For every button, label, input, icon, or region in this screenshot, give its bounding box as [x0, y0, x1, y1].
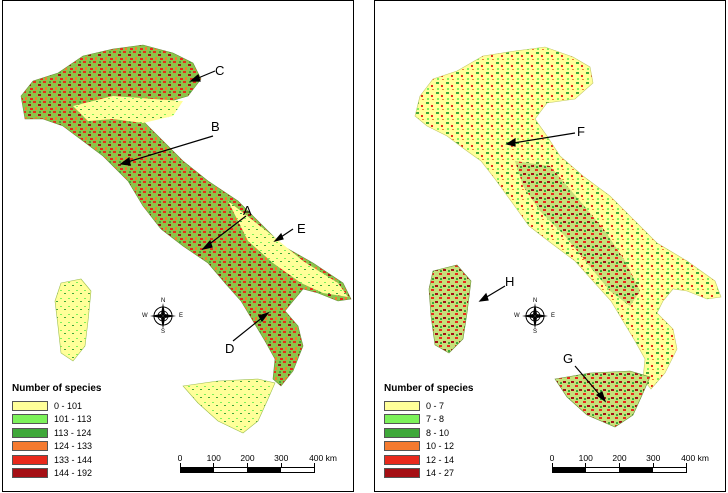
legend-label: 12 - 14	[426, 454, 455, 465]
apennine-hotspots	[515, 161, 640, 306]
legend-row: 10 - 12	[384, 440, 473, 454]
adriatic-coast	[228, 201, 348, 297]
scale-bar-right: 0 100 200 300 400 km	[547, 453, 717, 483]
scale-bar-left: 0 100 200 300 400 km	[175, 453, 345, 483]
legend-swatch	[384, 414, 420, 425]
legend-swatch	[12, 454, 48, 465]
legend-left: Number of species 0 - 101 101 - 113 113 …	[12, 383, 101, 480]
legend-swatch	[12, 414, 48, 425]
map-panel-right: F H G N S E W Number of species 0 - 7 7 …	[374, 0, 726, 492]
compass-s: S	[161, 329, 166, 335]
scale-tick-label: 0	[177, 453, 183, 463]
legend-swatch	[12, 427, 48, 438]
label-h: H	[505, 274, 515, 289]
legend-row: 14 - 27	[384, 467, 473, 481]
label-c: C	[215, 63, 225, 78]
scale-tick-label: 200	[240, 453, 255, 463]
compass-s: S	[533, 329, 538, 335]
mainland-italy	[20, 44, 352, 387]
legend-swatch	[384, 441, 420, 452]
legend-row: 144 - 192	[12, 467, 101, 481]
legend-label: 14 - 27	[426, 468, 455, 479]
legend-row: 0 - 101	[12, 399, 101, 413]
sardinia	[54, 278, 92, 362]
label-a: A	[243, 203, 252, 218]
scale-tick-label: 100	[206, 453, 221, 463]
legend-label: 10 - 12	[426, 441, 455, 452]
legend-row: 8 - 10	[384, 426, 473, 440]
legend-title: Number of species	[384, 383, 474, 394]
legend-swatch	[384, 400, 420, 411]
scale-tick-label: 300	[646, 453, 661, 463]
scale-tick-label: 0	[549, 453, 555, 463]
legend-row: 7 - 8	[384, 413, 473, 427]
legend-title: Number of species	[12, 383, 102, 394]
compass-e: E	[179, 313, 184, 319]
label-e: E	[297, 221, 306, 236]
italy-species-map-right	[414, 46, 722, 428]
label-f: F	[577, 124, 585, 139]
legend-row: 133 - 144	[12, 453, 101, 467]
scale-tick-label: 200	[612, 453, 627, 463]
legend-swatch	[384, 427, 420, 438]
legend-label: 113 - 124	[54, 427, 92, 438]
scale-tick-label: 100	[578, 453, 593, 463]
legend-right: Number of species 0 - 7 7 - 8 8 - 10 10 …	[384, 383, 473, 480]
scale-tick-label: 300	[274, 453, 289, 463]
scale-bar-graphic	[552, 467, 687, 473]
compass-rose-icon	[150, 303, 176, 329]
label-g: G	[563, 351, 574, 366]
label-d: D	[225, 341, 235, 356]
legend-row: 124 - 133	[12, 440, 101, 454]
italy-species-map-left	[20, 44, 352, 434]
legend-row: 12 - 14	[384, 453, 473, 467]
sardinia	[428, 264, 472, 354]
label-b: B	[211, 119, 220, 134]
legend-label: 133 - 144	[54, 454, 93, 465]
po-valley	[73, 96, 183, 123]
compass-rose-icon	[522, 303, 548, 329]
compass-e: E	[551, 313, 556, 319]
compass-n: N	[161, 298, 166, 304]
legend-swatch	[12, 400, 48, 411]
legend-row: 101 - 113	[12, 413, 101, 427]
compass-n: N	[533, 298, 538, 304]
legend-swatch	[12, 441, 48, 452]
compass-w: W	[514, 313, 520, 319]
legend-label: 0 - 7	[426, 400, 445, 411]
scale-tick-label: 400 km	[681, 453, 709, 463]
sicily	[182, 378, 276, 434]
legend-swatch	[384, 468, 420, 479]
legend-label: 124 - 133	[54, 441, 93, 452]
legend-label: 8 - 10	[426, 427, 450, 438]
legend-row: 113 - 124	[12, 426, 101, 440]
scale-bar-graphic	[180, 467, 315, 473]
legend-label: 0 - 101	[54, 400, 83, 411]
compass-w: W	[142, 313, 148, 319]
legend-row: 0 - 7	[384, 399, 473, 413]
legend-swatch	[12, 468, 48, 479]
legend-label: 101 - 113	[54, 414, 92, 425]
map-panel-left: C B A E D N S E W Number of species 0 - …	[2, 0, 354, 492]
legend-label: 7 - 8	[426, 414, 445, 425]
legend-label: 144 - 192	[54, 468, 93, 479]
scale-tick-label: 400 km	[309, 453, 337, 463]
legend-swatch	[384, 454, 420, 465]
